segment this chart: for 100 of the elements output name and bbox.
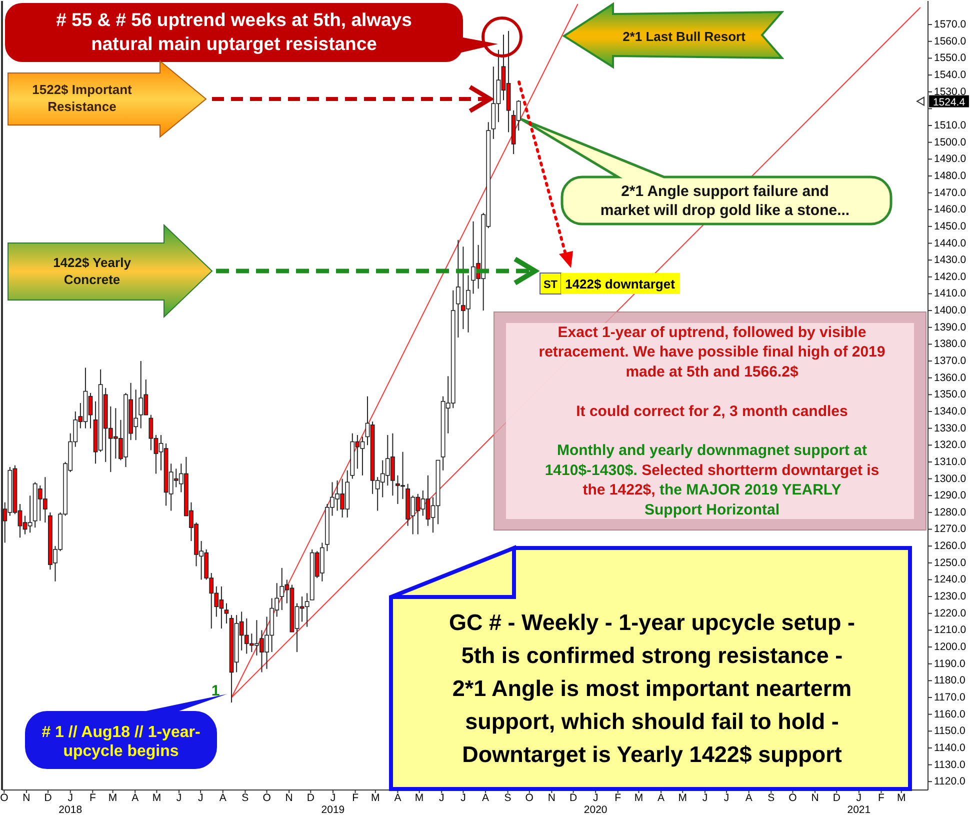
- y-tick-label: 1410.0: [934, 288, 966, 300]
- x-tick-label: M: [152, 792, 162, 804]
- y-tick-label: 1290.0: [934, 490, 966, 502]
- x-tick-label: J: [198, 792, 204, 804]
- y-tick-label: 1240.0: [934, 574, 966, 586]
- x-tick-label: J 2021: [847, 792, 871, 815]
- x-tick-label: O: [525, 792, 534, 804]
- y-tick-label: 1340.0: [934, 405, 966, 418]
- annotation: GC # - Weekly - 1-year upcycle setup - 5th is confirmed strong resistance - 2*1 Angle is most important nearterm support, which should fail to hold - Downtarget is Yearly 1422$ support: [449, 610, 855, 767]
- y-tick-label: 1460.0: [934, 204, 966, 216]
- x-tick-label: J 2020: [584, 792, 608, 815]
- annotation: It could correct for 2, 3 month candles: [576, 402, 848, 420]
- x-tick-label: J 2018: [58, 792, 82, 815]
- y-tick-label: 1540.0: [934, 69, 966, 82]
- y-tick-label: 1420.0: [934, 270, 966, 283]
- y-tick-label: 1230.0: [934, 590, 966, 603]
- x-tick-label: A: [219, 792, 226, 804]
- y-tick-label: 1140.0: [934, 742, 966, 754]
- y-tick-label: 1350.0: [934, 388, 966, 401]
- y-tick-label: 1500.0: [934, 136, 966, 148]
- y-tick-label: 1210.0: [934, 624, 966, 636]
- y-tick-label: 1390.0: [934, 321, 966, 334]
- annotation: Monthly and yearly downmagnet support at 1410$-1430$. Selected shortterm downtarget is the 1422$, the MAJOR 2019 YEARLY Support Horizontal: [544, 442, 880, 518]
- x-tick-label: M: [634, 792, 644, 804]
- y-tick-label: 1360.0: [934, 372, 966, 384]
- x-tick-label: J: [702, 792, 708, 804]
- y-tick-label: 1280.0: [934, 506, 966, 518]
- x-tick-label: M: [108, 792, 118, 804]
- y-tick-label: 1450.0: [934, 220, 966, 232]
- x-tick-label: M: [371, 792, 380, 804]
- x-tick-label: S: [242, 792, 249, 804]
- y-tick-label: 1570.0: [934, 18, 966, 31]
- y-tick-label: 1550.0: [934, 52, 966, 64]
- x-tick-label: A: [745, 792, 752, 804]
- y-tick-label: 1330.0: [934, 422, 966, 434]
- x-tick-label: J: [460, 792, 466, 804]
- y-tick-label: 1130.0: [934, 758, 966, 771]
- annotation: 1: [211, 682, 220, 700]
- y-tick-label: 1400.0: [934, 304, 966, 317]
- annotation: 2*1 Angle support failure and market will drop gold like a stone...: [600, 183, 850, 219]
- y-tick-label: 1430.0: [934, 254, 966, 266]
- y-tick-label: 1120.0: [934, 776, 966, 788]
- x-tick-label: M: [897, 792, 906, 804]
- x-tick-label: D: [44, 792, 52, 804]
- y-tick-label: 1180.0: [934, 674, 966, 687]
- x-tick-label: J: [438, 792, 444, 804]
- x-tick-label: S: [768, 792, 775, 804]
- x-tick-label: O: [788, 792, 797, 804]
- x-tick-label: O: [0, 792, 8, 804]
- y-tick-label: 1150.0: [934, 725, 966, 738]
- x-tick-label: N: [285, 792, 293, 804]
- y-tick-label: 1320.0: [934, 439, 966, 452]
- y-tick-label: 1470.0: [934, 186, 966, 199]
- x-tick-label: S: [504, 792, 512, 804]
- y-tick-label: 1560.0: [934, 35, 966, 48]
- x-tick-label: F: [352, 792, 358, 804]
- x-tick-label: A: [658, 792, 665, 804]
- y-tick-label: 1510.0: [934, 119, 966, 132]
- x-tick-label: F: [878, 792, 884, 804]
- x-tick-label: J: [176, 792, 182, 804]
- annotation: 1522$ Important Resistance: [32, 82, 133, 114]
- annotation: Exact 1-year of uptrend, followed by visible retracement. We have possible final high of 2019 made at 5th and 1566.2$: [538, 324, 886, 380]
- y-tick-label: 1200.0: [934, 641, 966, 654]
- annotation: 1422$ downtarget: [565, 276, 676, 292]
- annotation: # 1 // Aug18 // 1-year- upcycle begins: [42, 724, 200, 760]
- y-tick-label: 1310.0: [934, 456, 966, 468]
- y-tick-label: 1260.0: [934, 540, 966, 552]
- x-tick-label: D: [832, 792, 841, 804]
- y-tick-label: 1370.0: [934, 355, 966, 368]
- y-tick-label: 1270.0: [934, 523, 966, 536]
- y-tick-label: 1380.0: [934, 338, 966, 350]
- x-tick-label: M: [414, 792, 424, 804]
- y-tick-label: 1160.0: [934, 708, 966, 720]
- y-tick-label: 1190.0: [934, 658, 966, 670]
- y-tick-label: 1480.0: [934, 170, 966, 182]
- y-tick-label: 1440.0: [934, 237, 966, 250]
- y-tick-label: 1220.0: [934, 607, 966, 620]
- y-tick-label: 1530.0: [934, 86, 966, 98]
- x-tick-label: A: [132, 792, 139, 804]
- x-tick-label: J 2019: [321, 792, 345, 815]
- annotation: # 55 & # 56 uptrend weeks at 5th, always natural main uptarget resistance: [56, 9, 412, 54]
- annotation: ST: [543, 279, 558, 291]
- x-tick-label: N: [22, 792, 30, 804]
- x-tick-label: A: [482, 792, 490, 804]
- y-tick-label: 1250.0: [934, 556, 966, 569]
- x-tick-label: M: [678, 792, 688, 804]
- x-tick-label: D: [306, 792, 315, 804]
- annotation: 2*1 Last Bull Resort: [622, 29, 746, 44]
- x-tick-label: D: [569, 792, 578, 804]
- x-tick-label: O: [262, 792, 271, 804]
- y-tick-label: 1300.0: [934, 472, 966, 485]
- x-tick-label: A: [394, 792, 402, 804]
- x-tick-label: N: [811, 792, 819, 804]
- y-tick-label: 1170.0: [934, 691, 966, 704]
- y-tick-label: 1490.0: [934, 153, 966, 166]
- x-tick-label: N: [548, 792, 556, 804]
- annotation: 1524.4: [932, 96, 966, 108]
- x-tick-label: F: [89, 792, 96, 804]
- x-tick-label: J: [724, 792, 730, 804]
- annotation: 1422$ Yearly Concrete: [53, 255, 132, 287]
